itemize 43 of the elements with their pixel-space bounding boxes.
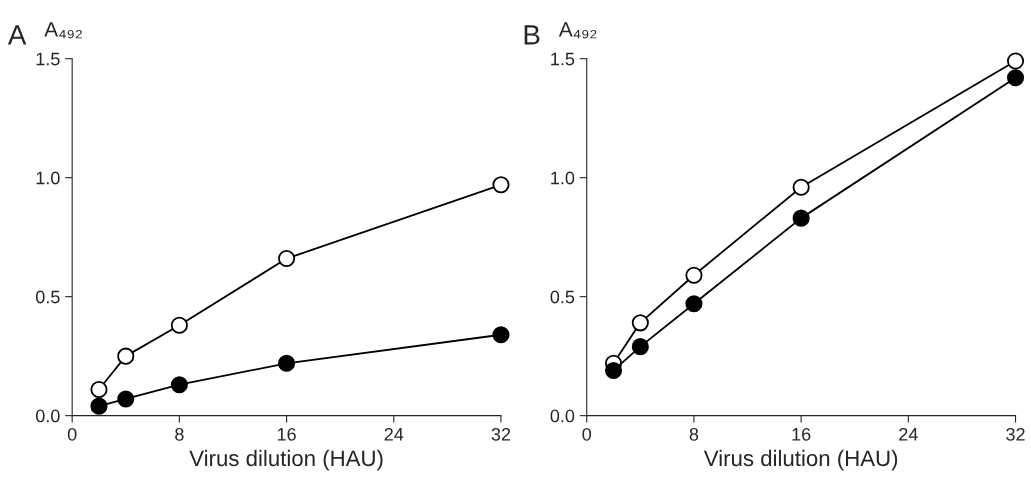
x-tick-label: 0 [582,427,592,441]
point [685,295,703,313]
point [631,314,649,332]
point [170,316,188,334]
point [170,376,188,394]
point [792,178,810,196]
y-tick-label: 1.0 [36,171,60,185]
y-tick-label: 0.0 [550,409,575,423]
point [1006,69,1025,87]
x-tick-label: 16 [792,427,811,441]
x-tick-label: 32 [491,427,511,441]
y-axis-title: A₄₉₂ [558,22,597,39]
y-tick-label: 0.0 [35,409,60,423]
point [492,326,510,344]
y-tick-label: 1.5 [36,52,60,66]
x-axis-title: Virus dilution (HAU) [189,449,383,471]
x-axis-title: Virus dilution (HAU) [703,449,898,471]
point [90,380,108,399]
point [685,266,703,284]
point [278,354,296,372]
y-tick-label: 1.5 [551,52,575,66]
y-tick-label: 0.5 [35,290,60,304]
point [117,347,135,365]
point [792,209,810,227]
x-tick-label: 24 [384,427,404,441]
x-tick-label: 0 [67,427,77,441]
point [492,176,510,194]
point [117,390,135,408]
y-tick-label: 0.5 [550,290,575,304]
x-tick-label: 24 [899,427,918,441]
x-tick-label: 32 [1006,427,1025,441]
chart-title: A [7,25,27,45]
y-axis-title: A₄₉₂ [44,22,82,39]
point [90,397,108,415]
point [631,338,649,356]
x-tick-label: 8 [175,427,184,441]
x-tick-label: 8 [689,427,699,441]
point [1006,52,1025,70]
x-tick-label: 16 [277,427,296,441]
y-tick-label: 1.0 [551,171,575,185]
point [278,250,296,268]
chart-title: B [524,25,540,45]
point [604,361,623,379]
